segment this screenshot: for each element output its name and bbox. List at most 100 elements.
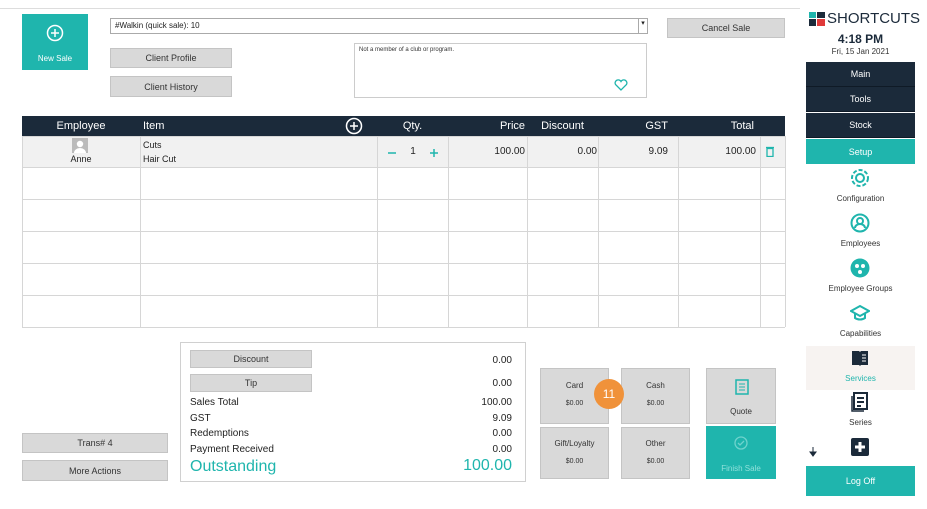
total: 100.00 — [725, 146, 756, 157]
more-actions-button[interactable]: More Actions — [22, 460, 168, 481]
grid-line — [22, 136, 785, 137]
delete-icon[interactable] — [766, 146, 774, 157]
avatar — [72, 138, 88, 153]
column-header: Total — [730, 120, 754, 132]
qty: 1 — [410, 146, 416, 157]
label: New Sale — [37, 54, 73, 63]
scroll-arrow[interactable] — [809, 447, 817, 457]
shortcut-icon — [850, 304, 870, 321]
label: Gift/Loyalty — [554, 439, 595, 448]
summary-value: 9.09 — [492, 412, 512, 424]
summary-value: 0.00 — [492, 443, 512, 455]
gift-loyalty-button[interactable]: Gift/Loyalty $0.00 — [540, 427, 609, 479]
cancel-sale-button[interactable]: Cancel Sale — [667, 18, 785, 38]
label: Card — [565, 381, 584, 390]
amount: $0.00 — [565, 400, 584, 407]
grid-line — [22, 231, 785, 232]
cash-button[interactable]: Cash $0.00 — [621, 368, 690, 424]
menu-main[interactable]: Main — [806, 62, 915, 87]
brand-logo — [809, 12, 825, 26]
summary-label: GST — [190, 412, 211, 424]
dropdown-arrow: ▾ — [638, 19, 647, 33]
note: Not a member of a club or program. — [359, 47, 455, 53]
quote-icon — [735, 379, 749, 395]
selected-row[interactable] — [22, 136, 785, 167]
heart-icon — [614, 79, 628, 91]
top-rule — [0, 8, 800, 9]
discount-button[interactable]: Discount — [190, 350, 312, 368]
client-name: #Walkin (quick sale): 10 — [115, 21, 200, 30]
shortcut-icon — [851, 438, 869, 456]
card-button[interactable]: Card $0.00 — [540, 368, 609, 424]
item-name: Hair Cut — [143, 154, 177, 164]
menu-tools[interactable]: Tools — [806, 87, 915, 112]
discount: 0.00 — [577, 146, 597, 157]
finish-sale-button[interactable]: Finish Sale — [706, 426, 776, 479]
client-select[interactable]: #Walkin (quick sale): 10 ▾ — [110, 18, 648, 34]
outstanding-value: 100.00 — [463, 457, 512, 474]
check-icon — [734, 436, 748, 450]
shortcut-icon — [852, 351, 868, 366]
shortcut-label[interactable]: Configuration — [836, 194, 885, 203]
table-header — [22, 116, 785, 136]
add-item-icon[interactable] — [345, 117, 363, 135]
step-badge: 11 — [594, 379, 624, 409]
log-off-button[interactable]: Log Off — [806, 466, 915, 496]
shortcut-label[interactable]: Capabilities — [839, 329, 882, 338]
date: Fri, 15 Jan 2021 — [831, 47, 890, 56]
shortcut-label[interactable]: Employees — [840, 239, 881, 248]
note-box: Not a member of a club or program. — [354, 43, 647, 98]
column-header: Qty. — [402, 120, 423, 132]
label: Finish Sale — [721, 464, 761, 473]
grid-line — [22, 263, 785, 264]
clock: 4:18 PM — [837, 32, 884, 46]
other-button[interactable]: Other $0.00 — [621, 427, 690, 479]
discount-value: 0.00 — [492, 355, 512, 366]
menu-stock[interactable]: Stock — [806, 113, 915, 138]
shortcut-label[interactable]: Employee Groups — [828, 284, 893, 293]
summary-label: Payment Received — [190, 443, 274, 455]
new-sale-button[interactable]: New Sale — [22, 14, 88, 70]
summary-box — [180, 342, 526, 482]
price: 100.00 — [494, 146, 525, 157]
brand: SHORTCUTS — [827, 10, 921, 27]
shortcut-icon — [851, 169, 869, 187]
tip-button[interactable]: Tip — [190, 374, 312, 392]
shortcut-label[interactable]: Services — [845, 374, 876, 383]
trans-button[interactable]: Trans# 4 — [22, 433, 168, 453]
summary-value: 100.00 — [481, 397, 512, 408]
shortcut-icon — [851, 392, 868, 412]
label: Other — [645, 439, 666, 448]
quote-button[interactable]: Quote — [706, 368, 776, 424]
summary-label: Redemptions — [190, 428, 249, 439]
grid-line — [22, 167, 785, 168]
column-header: Employee — [56, 120, 106, 132]
grid-line — [22, 295, 785, 296]
amount: $0.00 — [565, 458, 584, 465]
qty-stepper[interactable] — [388, 148, 438, 158]
plus-icon — [46, 24, 64, 42]
column-header: Discount — [541, 120, 584, 132]
amount: $0.00 — [646, 400, 665, 407]
shortcut-icon — [850, 213, 870, 233]
grid-line — [22, 199, 785, 200]
shortcut-icon — [850, 258, 870, 278]
label: Quote — [730, 407, 752, 416]
grid-line — [785, 136, 786, 327]
client-profile-button[interactable]: Client Profile — [110, 48, 232, 68]
shortcut-label[interactable]: Series — [849, 418, 872, 427]
tip-value: 0.00 — [492, 378, 512, 389]
summary-label: Sales Total — [190, 397, 239, 408]
amount: $0.00 — [646, 458, 665, 465]
column-header: GST — [645, 120, 668, 132]
grid-line — [22, 327, 785, 328]
item-category: Cuts — [143, 140, 162, 150]
client-history-button[interactable]: Client History — [110, 76, 232, 97]
menu-setup[interactable]: Setup — [806, 139, 915, 164]
summary-value: 0.00 — [492, 428, 512, 439]
outstanding-label: Outstanding — [190, 458, 277, 475]
gst: 9.09 — [648, 146, 668, 157]
column-header: Item — [143, 120, 165, 132]
column-header: Price — [499, 120, 525, 132]
